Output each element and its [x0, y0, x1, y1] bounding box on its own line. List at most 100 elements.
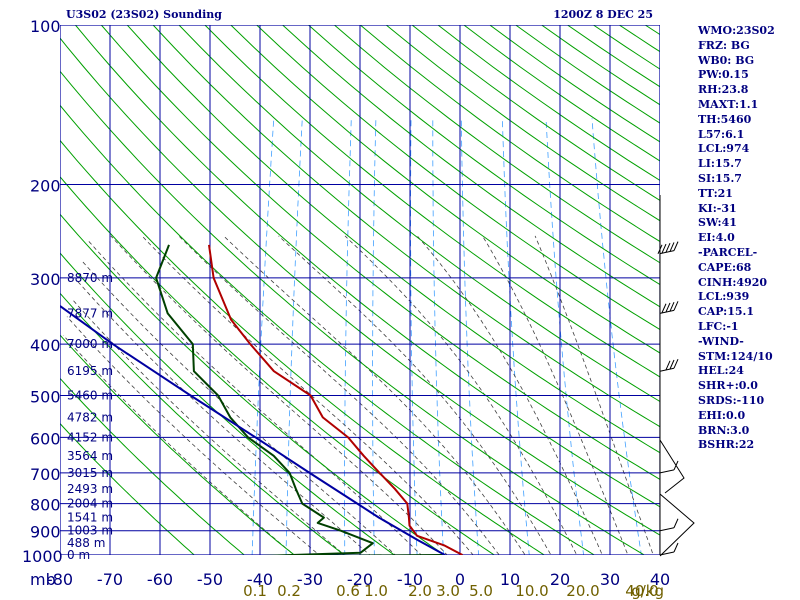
dry-adiabat-280	[60, 175, 496, 555]
moist-adiabat-0	[110, 235, 448, 555]
stat-item: STM:124/10	[698, 349, 773, 363]
mixing-ratio-label-6: 5.0	[469, 582, 493, 600]
dry-adiabat-240	[60, 334, 296, 555]
stat-item: HEL:24	[698, 364, 744, 378]
stat-item: LI:15.7	[698, 157, 742, 171]
barb-feather	[661, 303, 667, 313]
temperature-label--80: -80	[47, 570, 73, 589]
stat-item: CAP:15.1	[698, 305, 755, 319]
wind-barb-700	[659, 460, 679, 474]
barb-feather	[673, 542, 679, 553]
height-label-800: 2004 m	[67, 497, 113, 511]
pressure-label-300: 300	[30, 270, 61, 289]
dry-adiabat-260	[60, 252, 396, 555]
barb-feather	[673, 518, 679, 528]
barb-feather	[673, 241, 679, 251]
moist-adiabat-15	[223, 235, 526, 555]
temperature-label--10: -10	[397, 570, 423, 589]
barb-feather	[669, 301, 675, 312]
mixing-ratio-label-9: 40.0	[625, 582, 658, 600]
temperature-label-0: 0	[455, 570, 465, 589]
height-label-400: 7000 m	[67, 337, 113, 351]
stat-item: L57:6.1	[698, 127, 745, 141]
wind-barb-1000	[659, 542, 679, 556]
temperature-label-40: 40	[650, 570, 670, 589]
moist-adiabat--30	[63, 335, 295, 555]
mixing-ratio-label-1: 0.2	[277, 582, 301, 600]
stat-item: FRZ: BG	[698, 38, 750, 52]
height-label-550: 4782 m	[67, 410, 113, 424]
stat-item: MAXT:1.1	[698, 97, 759, 111]
moist-adiabat--20	[72, 299, 346, 555]
height-label-450: 6195 m	[67, 364, 113, 378]
wind-barb-270	[657, 241, 679, 255]
mixing-ratio-labels: 0.1 0.2 0.6 1.0 2.0 3.0 5.0 10.0 20.0 40.0g/kg	[243, 582, 664, 600]
dry-adiabats	[60, 25, 660, 555]
mixing-ratio-label-5: 3.0	[436, 582, 460, 600]
temperature-label--40: -40	[247, 570, 273, 589]
mixing-ratio-label-7: 10.0	[515, 582, 548, 600]
dry-adiabat-380	[204, 25, 660, 378]
wind-profile-marker-upper	[659, 439, 685, 494]
barb-feather	[669, 242, 675, 252]
stat-item: EI:4.0	[698, 231, 735, 245]
stat-item: WMO:23S02	[698, 24, 775, 37]
moist-adiabat--10	[82, 261, 396, 555]
pressure-label-700: 700	[30, 465, 61, 484]
mixing-ratio-label-8: 20.0	[566, 582, 599, 600]
dry-adiabat-410	[282, 25, 660, 308]
stat-item: -WIND-	[698, 334, 744, 348]
wind-barb-350	[659, 301, 679, 314]
barb-feather	[665, 360, 671, 371]
dry-adiabat-310	[60, 70, 646, 555]
axis-unit-label: mb	[30, 570, 56, 589]
height-label-700: 3015 m	[67, 466, 113, 480]
pressure-label-200: 200	[30, 177, 61, 196]
stability-indices-panel: WMO:23S02 FRZ: BG WB0: BG PW:0.15 RH:23.8 MAX…	[698, 24, 775, 453]
height-label-1000: 0 m	[67, 548, 90, 562]
stat-item: LFC:-1	[698, 319, 739, 333]
mixing-ratio-label-2: 0.6	[336, 582, 360, 600]
barb-staff	[659, 551, 675, 556]
height-label-650: 3564 m	[67, 449, 113, 463]
temperature-trace	[208, 244, 463, 555]
stat-item: -PARCEL-	[698, 245, 758, 259]
dry-adiabat-350	[126, 25, 660, 454]
stat-item: CAPE:68	[698, 260, 752, 274]
stat-item: SW:41	[698, 216, 737, 230]
temperature-label--30: -30	[297, 570, 323, 589]
stat-item: LCL:939	[698, 290, 750, 304]
stat-item: BSHR:22	[698, 438, 755, 452]
wind-barb-900	[659, 518, 679, 532]
temperature-label--20: -20	[347, 570, 373, 589]
dry-adiabat-320	[60, 37, 660, 536]
stat-item: TH:5460	[698, 112, 752, 126]
sounding-traces	[60, 244, 463, 555]
temperature-axis-labels: mb-80 -70 -60 -50 -40 -30 -20 -10 0 10 20 30 40	[30, 570, 670, 589]
barb-staff	[659, 469, 675, 474]
dry-adiabat-330	[75, 25, 660, 508]
height-label-850: 1541 m	[67, 511, 113, 525]
temperature-label-20: 20	[550, 570, 570, 589]
mixing-ratio-label-0: 0.1	[243, 582, 267, 600]
temperature-label--70: -70	[97, 570, 123, 589]
height-label-350: 7877 m	[67, 306, 113, 320]
dry-adiabat-220	[60, 422, 196, 555]
pressure-label-400: 400	[30, 336, 61, 355]
dry-adiabat-430	[334, 25, 660, 264]
stat-item: PW:0.15	[698, 68, 749, 82]
height-label-950: 488 m	[67, 536, 105, 550]
pressure-label-500: 500	[30, 387, 61, 406]
dry-adiabat-230	[60, 377, 246, 555]
dry-adiabat-370	[178, 25, 660, 403]
mixing-ratio-label-4: 2.0	[408, 582, 432, 600]
dry-adiabat-400	[256, 25, 660, 331]
barb-feather	[661, 243, 667, 254]
stat-item: SI:15.7	[698, 171, 742, 185]
height-label-900: 1003 m	[67, 524, 113, 538]
stat-item: KI:-31	[698, 201, 737, 215]
dry-adiabat-390	[230, 25, 660, 354]
pressure-temperature-grid	[60, 25, 660, 555]
